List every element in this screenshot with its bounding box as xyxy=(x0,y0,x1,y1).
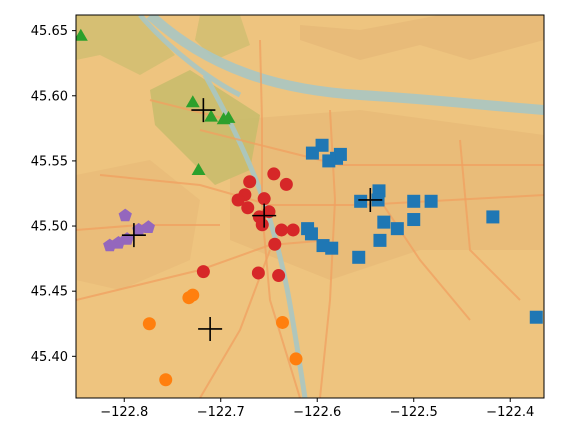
point-circle-s4-5 xyxy=(159,373,173,387)
point-circle-s4-4 xyxy=(289,352,303,366)
map-road-2 xyxy=(259,39,301,398)
y-tick-label: 45.55 xyxy=(31,154,68,169)
point-triangle-s0-5 xyxy=(191,163,206,175)
point-square-s2-15 xyxy=(304,227,318,241)
point-circle-s1-14 xyxy=(251,266,265,280)
point-plus-s5-2 xyxy=(358,187,383,212)
point-pentagon-s3-0 xyxy=(118,208,132,222)
x-tick-label: −122.5 xyxy=(390,405,438,420)
point-pentagon-s3-1 xyxy=(141,220,155,233)
point-plus-s5-1 xyxy=(252,203,277,228)
point-circle-s1-10 xyxy=(275,223,289,237)
point-square-s2-20 xyxy=(529,310,543,324)
point-circle-s1-12 xyxy=(268,237,282,251)
map-columbia-river xyxy=(146,15,544,115)
y-axis: 45.40 45.45 45.50 45.55 45.60 45.65 xyxy=(31,24,76,365)
point-square-s2-19 xyxy=(352,250,366,264)
plot-frame xyxy=(75,14,545,399)
y-tick-label: 45.45 xyxy=(31,285,68,300)
point-circle-s1-0 xyxy=(243,175,257,189)
point-triangle-s0-0 xyxy=(76,28,88,41)
point-circle-s4-2 xyxy=(142,317,156,331)
point-square-s2-12 xyxy=(377,215,391,229)
point-square-s2-1 xyxy=(305,146,319,160)
point-square-s2-13 xyxy=(390,222,404,236)
point-circle-s1-6 xyxy=(257,192,271,206)
map-road-7 xyxy=(379,199,471,321)
map-road-9 xyxy=(149,99,231,121)
point-circle-s1-9 xyxy=(255,218,269,232)
map-forest-park xyxy=(150,70,260,185)
y-tick-label: 45.65 xyxy=(31,24,68,39)
point-triangle-s0-1 xyxy=(185,95,200,108)
y-tick-label: 45.40 xyxy=(31,350,68,365)
map-road-3 xyxy=(76,239,331,301)
y-tick-label: 45.50 xyxy=(31,220,68,235)
point-circle-s1-4 xyxy=(231,193,245,207)
point-circle-s1-11 xyxy=(286,223,300,237)
point-circle-s1-5 xyxy=(241,201,255,215)
point-plus-s5-3 xyxy=(121,223,146,248)
x-tick-label: −122.7 xyxy=(197,405,245,420)
x-tick-label: −122.6 xyxy=(293,405,341,420)
point-square-s2-9 xyxy=(424,194,438,208)
map-urban-north xyxy=(300,15,544,60)
x-axis: −122.8 −122.7 −122.6 −122.5 −122.4 xyxy=(100,398,534,420)
point-circle-s4-3 xyxy=(275,315,289,329)
point-circle-s1-1 xyxy=(279,177,293,191)
point-plus-s5-4 xyxy=(198,316,223,341)
point-square-s2-16 xyxy=(373,233,387,247)
point-square-s2-11 xyxy=(407,213,421,227)
x-tick-label: −122.8 xyxy=(100,405,148,420)
point-circle-s1-15 xyxy=(272,269,286,283)
point-circle-s4-1 xyxy=(186,288,200,302)
map-multnomah-channel xyxy=(138,15,242,98)
point-pentagon-s3-5 xyxy=(103,238,117,252)
point-square-s2-7 xyxy=(354,194,368,208)
point-square-s2-8 xyxy=(407,194,421,208)
point-circle-s1-13 xyxy=(196,265,210,279)
point-triangle-s0-2 xyxy=(204,109,218,122)
point-circle-s1-2 xyxy=(267,167,281,181)
y-tick-label: 45.60 xyxy=(31,89,68,104)
map-road-10 xyxy=(459,139,521,301)
point-square-s2-4 xyxy=(322,154,336,168)
basemap xyxy=(76,15,544,398)
point-pentagon-s3-2 xyxy=(132,222,146,236)
x-tick-label: −122.4 xyxy=(486,405,534,420)
map-road-1 xyxy=(99,174,544,206)
point-square-s2-10 xyxy=(486,210,500,224)
data-points xyxy=(76,28,543,387)
point-plus-s5-0 xyxy=(191,98,216,123)
map-park-north xyxy=(195,15,250,60)
point-square-s2-18 xyxy=(325,241,339,255)
point-triangle-s0-4 xyxy=(221,110,236,123)
